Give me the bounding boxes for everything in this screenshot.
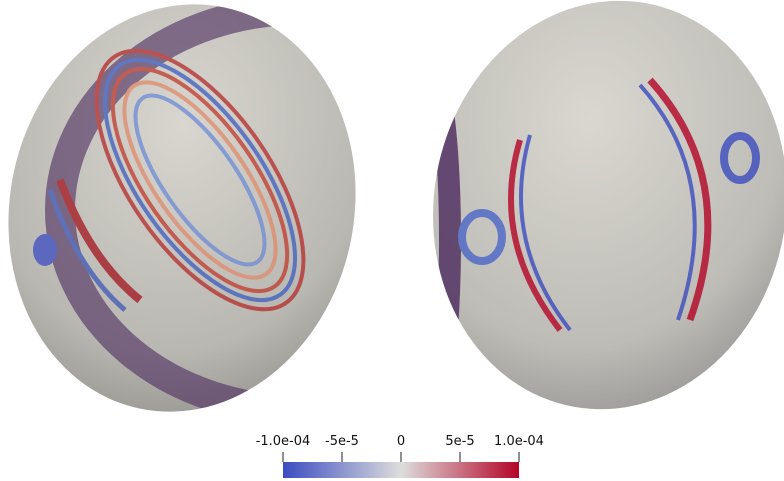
- colorbar-tick-label: 1.0e-04: [494, 434, 544, 449]
- colorbar-tick-label: -1.0e-04: [256, 434, 311, 449]
- colorbar-tick-label: 0: [397, 434, 405, 449]
- render-view: -1.0e-04 -5e-5 0 5e-5 1.0e-04: [0, 0, 784, 481]
- colorbar-tick-label: 5e-5: [445, 434, 474, 449]
- right-sphere: [390, 0, 784, 440]
- colorbar: [283, 462, 519, 478]
- colorbar-tick-label: -5e-5: [325, 434, 359, 449]
